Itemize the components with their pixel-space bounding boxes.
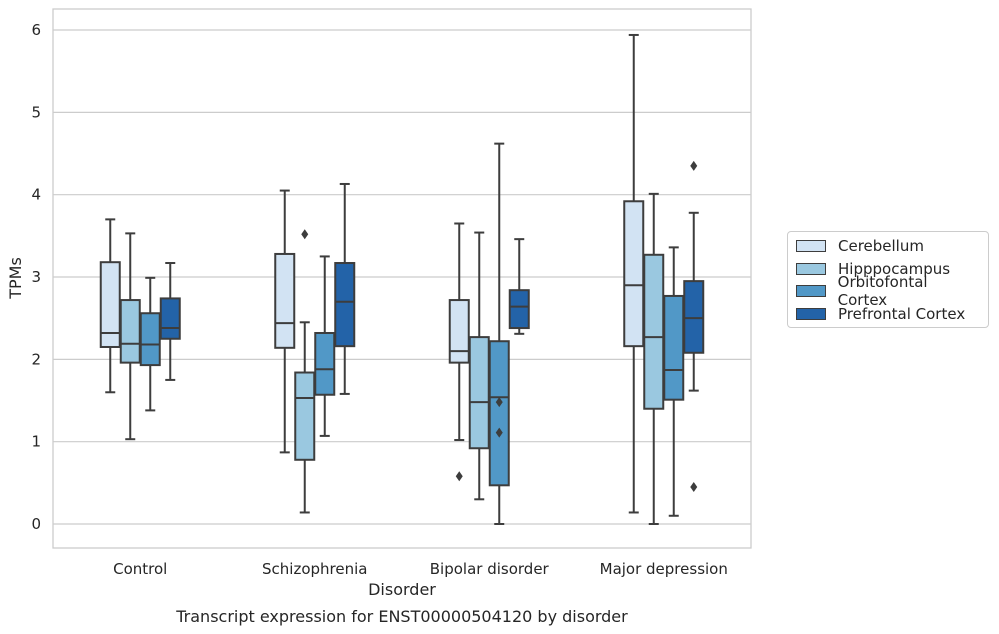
y-tick-label: 3 <box>31 268 41 286</box>
box-body <box>468 336 490 450</box>
x-tick-label: Bipolar disorder <box>430 560 550 578</box>
legend-item: Prefrontal Cortex <box>796 303 980 326</box>
y-axis-ticks: 0 1 2 3 4 5 6 <box>31 21 41 533</box>
box-body <box>314 331 336 396</box>
box-body <box>683 280 705 354</box>
outlier-point <box>495 397 503 408</box>
y-tick-label: 6 <box>31 21 41 39</box>
box-body <box>274 252 296 349</box>
legend-label: Hipppocampus <box>838 259 951 278</box>
box-prefrontal-cortex <box>683 160 705 492</box>
y-tick-label: 1 <box>31 433 41 451</box>
legend-item: Orbitofontal Cortex <box>796 273 980 309</box>
legend-swatch <box>796 285 826 298</box>
legend: Cerebellum Hipppocampus Orbitofontal Corte… <box>787 231 989 328</box>
box-cerebellum <box>623 33 645 514</box>
legend-swatch <box>796 262 826 275</box>
box-orbitofontal-cortex <box>663 246 685 517</box>
legend-label: Prefrontal Cortex <box>838 304 966 323</box>
x-tick-label: Control <box>113 560 167 578</box>
y-tick-label: 5 <box>31 103 41 121</box>
outlier-point <box>455 471 463 482</box>
outlier-point <box>690 160 698 171</box>
box-body <box>448 299 470 364</box>
outlier-point <box>495 427 503 438</box>
box-body <box>99 261 121 348</box>
box-cerebellum <box>274 189 296 454</box>
box-body <box>294 371 316 461</box>
legend-item: Hipppocampus <box>796 258 980 281</box>
box-cerebellum <box>99 218 121 394</box>
plot-frame <box>52 8 752 549</box>
box-hipppocampus <box>294 229 316 514</box>
x-axis-ticks: Control Schizophrenia Bipolar disorder Majo… <box>113 560 728 578</box>
x-tick-label: Schizophrenia <box>262 560 367 578</box>
box-orbitofontal-cortex <box>488 142 510 525</box>
y-tick-label: 0 <box>31 515 41 533</box>
y-axis-label: TPMs <box>6 257 25 300</box>
box-body <box>663 294 685 401</box>
box-prefrontal-cortex <box>334 182 356 395</box>
box-body <box>119 299 141 364</box>
box-body <box>139 312 161 367</box>
legend-label: Cerebellum <box>838 237 924 256</box>
box-groups <box>99 33 705 525</box>
box-body <box>508 289 530 330</box>
box-hipppocampus <box>468 231 490 501</box>
box-orbitofontal-cortex <box>314 255 336 437</box>
box-prefrontal-cortex <box>159 262 181 381</box>
legend-swatch <box>796 240 826 253</box>
y-tick-label: 4 <box>31 186 41 204</box>
box-cerebellum <box>448 222 470 482</box>
outlier-point <box>301 229 309 240</box>
x-tick-label: Major depression <box>600 560 728 578</box>
outlier-point <box>690 481 698 492</box>
x-axis-label: Disorder <box>368 580 436 599</box>
legend-item: Cerebellum <box>796 235 980 258</box>
box-prefrontal-cortex <box>508 238 530 335</box>
legend-swatch <box>796 307 826 320</box>
legend-label: Orbitofontal Cortex <box>837 273 928 310</box>
box-body <box>159 297 181 340</box>
y-tick-label: 2 <box>31 350 41 368</box>
box-body <box>334 262 356 348</box>
box-body <box>643 253 665 410</box>
box-body <box>488 340 510 487</box>
box-body <box>623 200 645 348</box>
chart-caption: Transcript expression for ENST0000050412… <box>175 607 628 626</box>
